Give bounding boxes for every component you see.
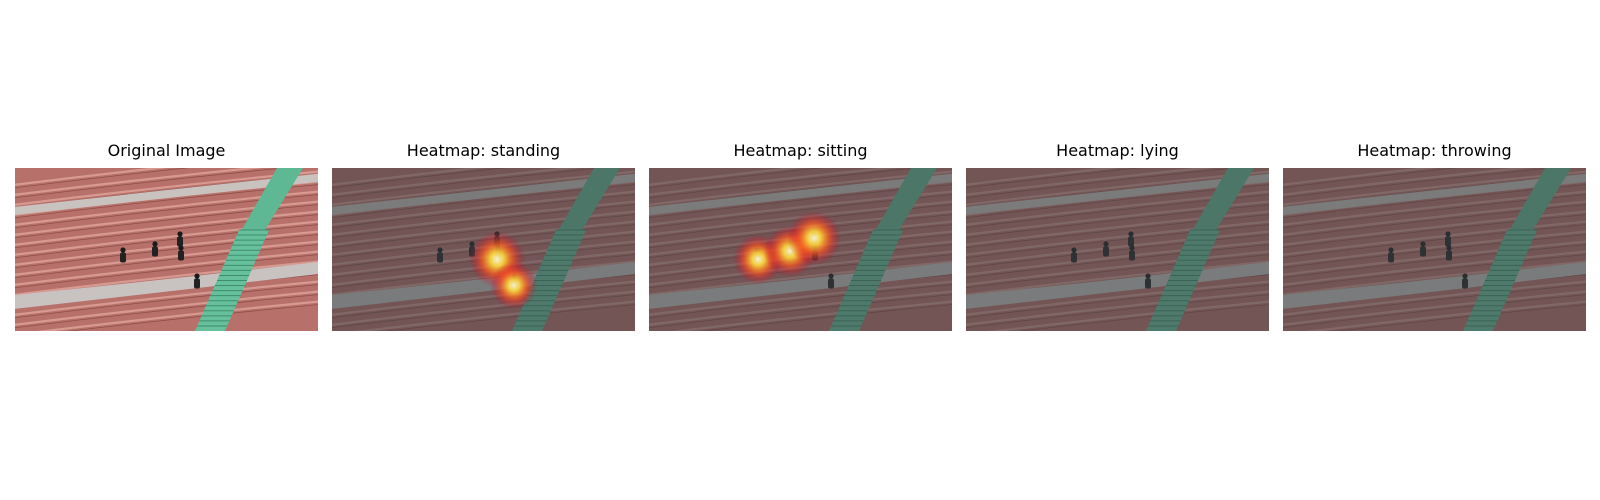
panel-title: Heatmap: sitting <box>733 141 868 160</box>
bleacher-row-line <box>15 220 318 256</box>
bleacher-row-line <box>15 240 318 276</box>
bleacher-row-line <box>15 168 169 186</box>
panel-heatmap-standing: Heatmap: standing <box>332 142 635 331</box>
bleacher-row-line <box>15 290 318 326</box>
bleacher-row-shadow <box>15 194 318 229</box>
panel-heatmap-throwing: Heatmap: throwing <box>1283 142 1586 331</box>
person-body <box>177 236 183 247</box>
bleacher-row-shadow <box>15 294 318 329</box>
upper-staircase <box>237 168 303 238</box>
bleacher-row-shadow <box>15 214 318 249</box>
bleacher-row-line <box>15 280 318 316</box>
heatmap-image <box>649 168 952 331</box>
bleacher-row-shadow <box>15 204 318 239</box>
bleacher-row-shadow <box>15 254 318 289</box>
heatmap-dim-overlay <box>966 168 1269 331</box>
heatmap-hotspot <box>490 261 538 309</box>
bleacher-row-shadow <box>15 224 318 259</box>
bleacher-row-line <box>15 168 265 196</box>
bleacher-row-line <box>15 250 318 286</box>
bleacher-row-line <box>15 210 318 246</box>
panel-title: Heatmap: standing <box>406 141 561 160</box>
bleacher-row-line <box>15 260 318 296</box>
bleacher-row-line <box>36 300 318 331</box>
bleacher-row-line <box>15 190 318 226</box>
person-head <box>194 273 200 279</box>
bleacher-row-shadow <box>15 168 288 199</box>
panel-heatmap-sitting: Heatmap: sitting <box>649 142 952 331</box>
person-head <box>177 231 183 237</box>
panel-title: Heatmap: throwing <box>1357 141 1512 160</box>
panel-heatmap-lying: Heatmap: lying <box>966 142 1269 331</box>
panel-title: Heatmap: lying <box>1056 141 1179 160</box>
bleacher-row-shadow <box>67 304 318 331</box>
stadium-photo <box>15 168 318 331</box>
bleacher-row-line <box>15 230 318 266</box>
person-body <box>178 250 184 261</box>
heatmap-image <box>1283 168 1586 331</box>
heatmap-image <box>966 168 1269 331</box>
person-head <box>120 247 126 253</box>
person-body <box>194 278 200 289</box>
panel-original: Original Image <box>15 142 318 331</box>
heatmap-image <box>332 168 635 331</box>
panel-title: Original Image <box>107 141 226 160</box>
bleacher-row-shadow <box>15 168 190 189</box>
bleacher-row-shadow <box>15 244 318 279</box>
heatmap-dim-overlay <box>1283 168 1586 331</box>
person-body <box>152 246 158 257</box>
person-head <box>178 245 184 251</box>
heatmap-hotspot <box>787 211 842 265</box>
bleacher-row-line <box>15 200 318 236</box>
person-head <box>152 241 158 247</box>
bleacher-row-shadow <box>15 234 318 269</box>
person-body <box>120 252 126 263</box>
upper-walkway <box>15 173 318 215</box>
bleacher-row-shadow <box>15 284 318 319</box>
